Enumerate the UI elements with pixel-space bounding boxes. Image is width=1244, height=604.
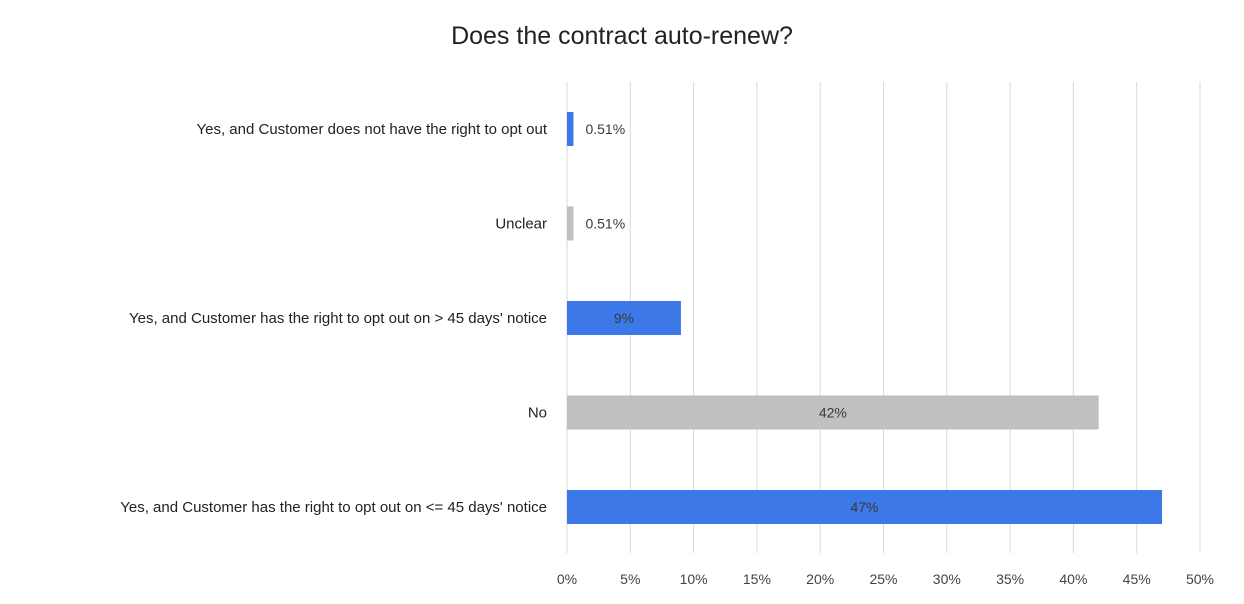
x-tick-label: 5% xyxy=(620,571,640,587)
bar xyxy=(567,112,574,146)
x-tick-label: 35% xyxy=(996,571,1024,587)
category-label: Yes, and Customer has the right to opt o… xyxy=(120,499,547,516)
data-label: 0.51% xyxy=(585,216,625,232)
x-tick-label: 45% xyxy=(1123,571,1151,587)
data-label: 42% xyxy=(819,405,847,421)
x-tick-label: 0% xyxy=(557,571,577,587)
bar xyxy=(567,206,574,241)
category-label: No xyxy=(528,405,547,422)
data-label: 0.51% xyxy=(585,121,625,137)
data-label: 47% xyxy=(850,499,878,515)
x-tick-label: 20% xyxy=(806,571,834,587)
x-tick-label: 25% xyxy=(869,571,897,587)
chart-title: Does the contract auto-renew? xyxy=(451,22,793,50)
category-label: Unclear xyxy=(495,216,547,233)
x-tick-label: 15% xyxy=(743,571,771,587)
x-tick-label: 40% xyxy=(1059,571,1087,587)
bar xyxy=(567,395,1099,430)
category-label: Yes, and Customer does not have the righ… xyxy=(196,121,547,138)
x-tick-label: 10% xyxy=(680,571,708,587)
bar xyxy=(567,301,681,335)
x-tick-label: 50% xyxy=(1186,571,1214,587)
bar xyxy=(567,490,1163,524)
category-label: Yes, and Customer has the right to opt o… xyxy=(129,310,547,327)
data-label: 9% xyxy=(614,310,634,326)
x-tick-label: 30% xyxy=(933,571,961,587)
